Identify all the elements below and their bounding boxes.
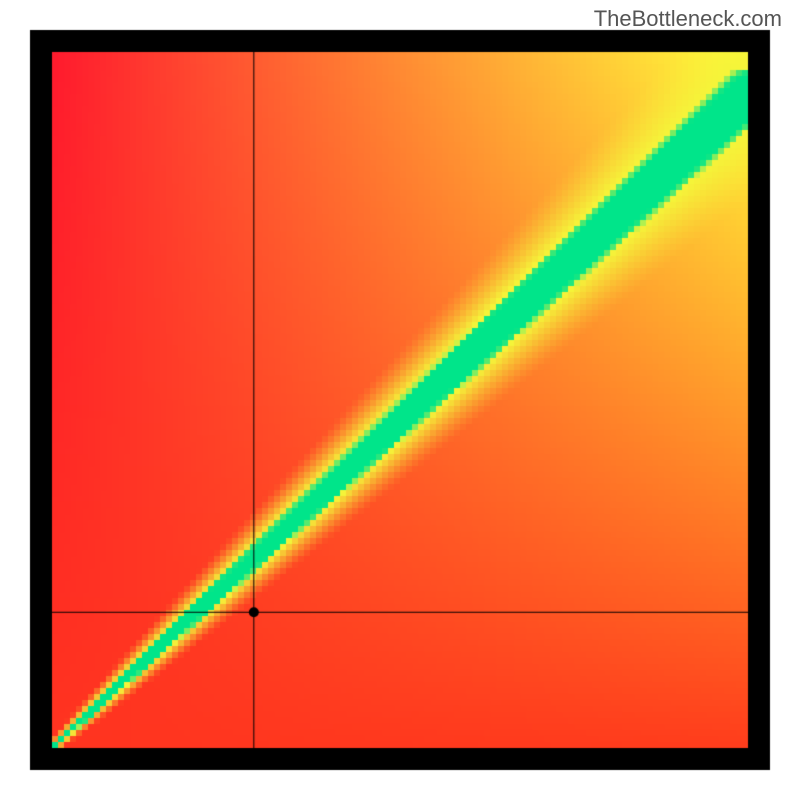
chart-container: TheBottleneck.com — [0, 0, 800, 800]
watermark-text: TheBottleneck.com — [594, 6, 782, 32]
heatmap-canvas — [0, 0, 800, 800]
